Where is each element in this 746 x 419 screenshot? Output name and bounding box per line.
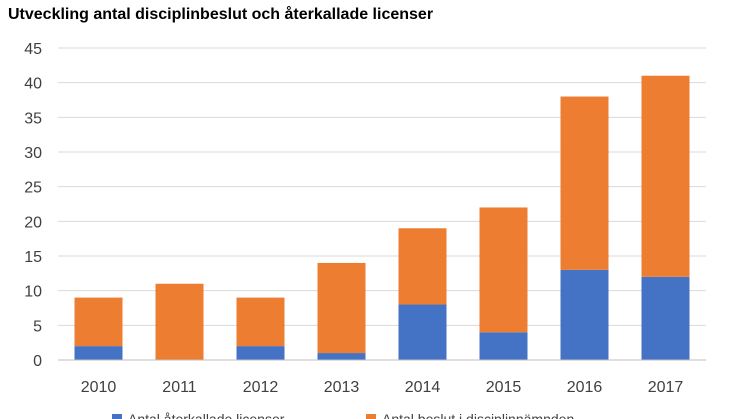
y-tick-label: 5: [33, 318, 42, 335]
bar-2013-series-2: [317, 262, 366, 354]
y-tick-label: 20: [24, 214, 42, 231]
legend: Antal återkallade licenser Antal beslut i…: [112, 411, 574, 419]
y-tick-label: 40: [24, 76, 42, 93]
y-tick-label: 25: [24, 180, 42, 197]
y-tick-label: 45: [24, 41, 42, 58]
x-tick-label: 2014: [405, 379, 441, 396]
x-tick-label: 2012: [243, 379, 279, 396]
legend-swatch-series-1: [112, 414, 122, 419]
y-tick-label: 35: [24, 110, 42, 127]
bar-2011-series-2: [155, 283, 204, 360]
legend-label-series-2: Antal beslut i disciplinnämnden: [382, 411, 574, 419]
x-axis-tick-labels: 2010 2011 2012 2013 2014 2015 2016 2017: [81, 379, 684, 396]
legend-label-series-1: Antal återkallade licenser: [128, 411, 285, 419]
x-tick-label: 2017: [648, 379, 684, 396]
x-tick-label: 2013: [324, 379, 360, 396]
y-tick-label: 0: [33, 353, 42, 370]
bar-2015-series-1: [479, 332, 528, 360]
y-axis-tick-labels: 0 5 10 15 20 25 30 35 40 45: [24, 41, 42, 370]
bar-2015-series-2: [479, 207, 528, 333]
bar-2016-series-1: [560, 269, 609, 360]
bar-2012-series-2: [236, 297, 285, 347]
x-tick-label: 2015: [486, 379, 522, 396]
bar-2014-series-2: [398, 228, 447, 305]
gridlines: [58, 47, 706, 326]
y-tick-label: 15: [24, 249, 42, 266]
bars: [74, 75, 690, 360]
bar-2017-series-2: [641, 75, 690, 277]
y-tick-label: 30: [24, 145, 42, 162]
x-tick-label: 2010: [81, 379, 117, 396]
bar-2010-series-1: [74, 346, 123, 360]
y-tick-label: 10: [24, 284, 42, 301]
x-tick-label: 2011: [162, 379, 197, 396]
bar-2017-series-1: [641, 276, 690, 360]
bar-2014-series-1: [398, 304, 447, 360]
chart-title: Utveckling antal disciplinbeslut och åte…: [8, 6, 434, 23]
bar-2012-series-1: [236, 346, 285, 360]
bar-2016-series-2: [560, 96, 609, 270]
bar-2010-series-2: [74, 297, 123, 347]
x-tick-label: 2016: [567, 379, 603, 396]
legend-swatch-series-2: [366, 414, 376, 419]
bar-2013-series-1: [317, 353, 366, 360]
